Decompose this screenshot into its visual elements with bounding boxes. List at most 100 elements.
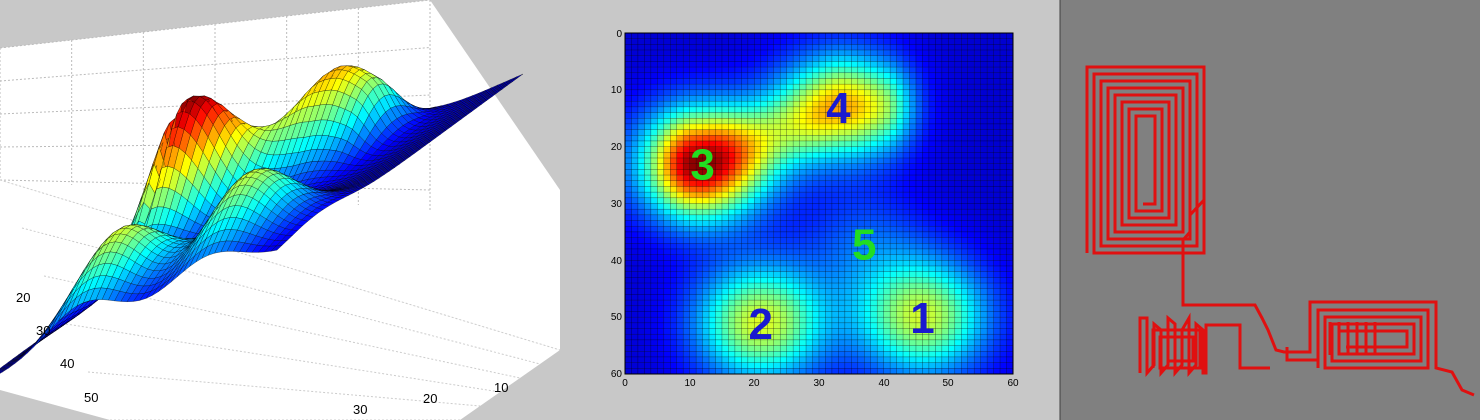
heatmap-cell: [734, 163, 742, 170]
heatmap-cell: [734, 282, 742, 290]
heatmap-cell: [876, 203, 885, 210]
heatmap-cell: [825, 260, 833, 267]
heatmap-cell: [624, 61, 632, 68]
heatmap-cell: [838, 32, 846, 40]
heatmap-cell: [838, 55, 846, 62]
heatmap-cell: [721, 220, 729, 227]
heatmap-cell: [734, 254, 742, 261]
heatmap-cell: [663, 55, 671, 62]
heatmap-cell: [624, 106, 632, 113]
heatmap-cell: [689, 277, 697, 284]
heatmap-cell: [909, 112, 917, 119]
heatmap-cell: [708, 55, 716, 62]
heatmap-cell: [967, 123, 975, 130]
heatmap-cell: [792, 106, 800, 113]
heatmap-cell: [741, 163, 749, 170]
heatmap-cell: [896, 55, 904, 62]
heatmap-cell: [741, 237, 749, 244]
heatmap-cell: [825, 271, 833, 278]
heatmap-cell: [831, 61, 839, 68]
heatmap-cell: [670, 129, 678, 136]
heatmap-cell: [792, 186, 800, 193]
heatmap-cell: [650, 129, 658, 136]
heatmap-cell: [812, 220, 820, 227]
heatmap-cell: [961, 220, 969, 227]
heatmap-cell: [754, 78, 762, 85]
heatmap-cell: [799, 135, 807, 142]
heatmap-cell: [754, 89, 762, 96]
heatmap-cell: [961, 260, 969, 267]
heatmap-cell: [657, 112, 665, 119]
heatmap-cell: [883, 140, 891, 148]
heatmap-cell: [870, 208, 878, 216]
heatmap-cell: [799, 163, 807, 170]
heatmap-cell: [883, 118, 891, 125]
heatmap-cell: [792, 49, 800, 57]
heatmap-cell: [889, 61, 897, 68]
heatmap-cell: [728, 55, 736, 62]
heatmap-cell: [870, 180, 878, 187]
heatmap-cell: [624, 220, 632, 227]
heatmap-cell: [657, 169, 665, 176]
heatmap-cell: [715, 282, 723, 290]
heatmap-cell: [864, 55, 872, 62]
heatmap-cell: [980, 157, 988, 165]
heatmap-cell: [624, 214, 632, 221]
heatmap-cell: [741, 214, 749, 221]
heatmap-cell: [631, 231, 639, 238]
heatmap-cell: [961, 61, 969, 68]
heatmap-cell: [637, 208, 645, 216]
heatmap-cell: [922, 44, 930, 51]
heatmap-cell: [741, 243, 749, 250]
heatmap-cell: [708, 243, 716, 250]
heatmap-cell: [993, 152, 1001, 159]
heatmap-cell: [805, 186, 813, 193]
heatmap-cell: [973, 169, 982, 176]
heatmap-cell: [876, 174, 885, 182]
heatmap-cell: [961, 180, 969, 187]
heatmap-cell: [779, 231, 788, 238]
heatmap-cell: [657, 174, 665, 182]
heatmap-cell: [980, 260, 988, 267]
heatmap-cell: [915, 191, 923, 199]
heatmap-cell: [715, 49, 723, 57]
heatmap-cell: [747, 140, 755, 148]
heatmap-cell: [954, 157, 962, 165]
heatmap-cell: [631, 61, 639, 68]
heatmap-cell: [844, 174, 852, 182]
heatmap-cell: [767, 146, 775, 153]
heatmap-cell: [818, 174, 826, 182]
heatmap-cell: [676, 203, 684, 210]
heatmap-cell: [902, 32, 910, 40]
heatmap-cell: [986, 260, 994, 267]
heatmap-cell: [896, 237, 904, 244]
heatmap-cell: [786, 254, 794, 261]
heatmap-cell: [851, 203, 859, 210]
heatmap-cell: [708, 254, 716, 261]
heatmap-cell: [773, 83, 781, 91]
heatmap-cell: [663, 135, 671, 142]
heatmap-cell: [838, 208, 846, 216]
heatmap-cell: [818, 163, 826, 170]
heatmap-cell: [799, 72, 807, 79]
heatmap-cell: [896, 95, 904, 102]
heatmap-cell: [993, 191, 1001, 199]
heatmap-cell: [941, 265, 949, 273]
heatmap-cell: [799, 180, 807, 187]
heatmap-cell: [773, 106, 781, 113]
heatmap-cell: [805, 95, 813, 102]
heatmap-cell: [812, 203, 820, 210]
heatmap-cell: [980, 78, 988, 85]
heatmap-cell: [747, 78, 755, 85]
heatmap-cell: [883, 254, 891, 261]
heatmap-cell: [967, 208, 975, 216]
heatmap-cell: [864, 66, 872, 74]
heatmap-cell: [747, 106, 755, 113]
heatmap-cell: [702, 55, 710, 62]
heatmap-cell: [844, 140, 852, 148]
heatmap-cell: [844, 220, 852, 227]
heatmap-cell: [715, 157, 723, 165]
heatmap-cell: [980, 118, 988, 125]
heatmap-cell: [792, 163, 800, 170]
